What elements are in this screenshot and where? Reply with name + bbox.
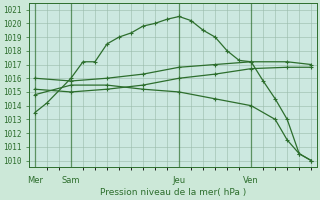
X-axis label: Pression niveau de la mer( hPa ): Pression niveau de la mer( hPa ) (100, 188, 246, 197)
